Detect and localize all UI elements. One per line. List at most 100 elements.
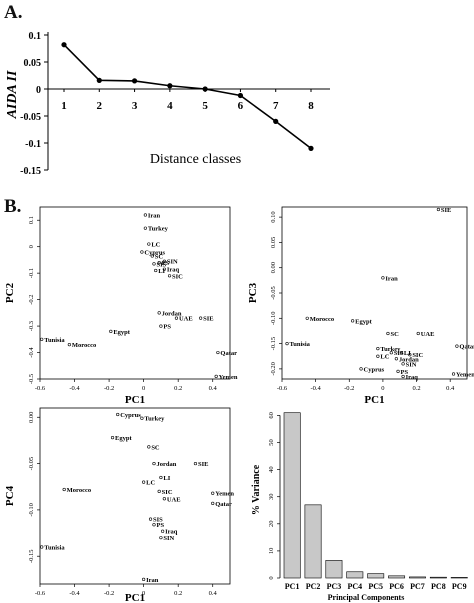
pc1pc2-point — [216, 350, 220, 355]
aida-point — [202, 86, 208, 92]
pc1pc3-point — [401, 362, 405, 366]
pc1pc2-point-label: Yemen — [219, 374, 238, 381]
pc1pc3-y-tick-label: -0.15 — [270, 337, 277, 351]
pc1pc2-point — [67, 343, 71, 347]
variance-x-tick-label: PC7 — [410, 582, 425, 591]
pc1pc3-point — [408, 353, 412, 357]
pc1pc3-x-tick-label: 0 — [381, 385, 384, 392]
pc1pc2-point-label: Egypt — [113, 329, 130, 336]
pc1pc3-x-tick-label: -0.2 — [344, 385, 354, 392]
pc1pc4-point-label: SIS — [153, 517, 163, 524]
pc1pc2-x-tick-label: 0 — [142, 385, 145, 392]
pc1pc4-point — [211, 501, 215, 506]
pc1pc2-point-label: Iraq — [167, 267, 180, 274]
pc1pc4-y-tick-label: 0.00 — [28, 412, 35, 423]
variance-y-axis-label: % Variance — [251, 464, 262, 515]
variance-y-tick-label: 60 — [268, 412, 275, 419]
pc1pc4-point — [162, 497, 166, 501]
pc1pc2-point — [154, 268, 158, 273]
aida-y-axis-label: AIDA II — [5, 70, 20, 119]
pc1pc2-point — [140, 250, 144, 254]
aida-point — [61, 42, 67, 48]
pc1pc4-x-axis-label: PC1 — [125, 592, 145, 603]
pc1pc3-x-tick-label: 0.2 — [412, 385, 420, 392]
variance-x-tick-label: PC1 — [285, 582, 300, 591]
pc1pc3-point — [451, 372, 456, 376]
variance-y-tick-label: 20 — [268, 521, 275, 528]
pc1pc4-y-axis-label: PC4 — [4, 485, 16, 506]
aida-chart: 0.1 0.05 0 -0.05 -0.1 -0.15 1 2 3 4 5 6 7 8 Distance c… — [5, 31, 330, 177]
pc1pc2-point-label: SC — [155, 253, 164, 260]
pc1pc3-y-tick-label: 0.00 — [270, 262, 277, 273]
aida-y-tick-label: -0.1 — [25, 139, 41, 150]
pc1pc3-point-label: Morocco — [310, 316, 334, 323]
pc1pc3-point — [359, 367, 363, 371]
pc1pc3-point — [376, 347, 380, 351]
variance-x-tick-label: PC2 — [306, 582, 321, 591]
variance-bar — [346, 571, 364, 579]
pc1pc3-point — [416, 331, 420, 336]
pc1pc4-point — [159, 536, 163, 540]
pc1pc3-point — [285, 341, 289, 346]
pc1pc3-point-label: Jordan — [399, 356, 419, 363]
pc1pc4-point — [142, 577, 146, 581]
pc1pc3-point-label: Qatar — [459, 344, 474, 351]
pc1pc4-point-label: UAE — [167, 496, 181, 503]
aida-y-tick-label: 0 — [36, 85, 41, 96]
variance-x-axis-label: Principal Components — [328, 593, 405, 602]
pc1pc2-point — [152, 262, 156, 266]
pc1pc4-point — [116, 412, 120, 417]
pc1pc4-point-label: Egypt — [115, 435, 132, 442]
variance-bar — [388, 575, 406, 579]
aida-point — [237, 92, 244, 99]
pc1pc2-x-axis-label: PC1 — [125, 394, 145, 406]
pc1pc3-point — [376, 354, 380, 358]
pc1pc3-point — [436, 207, 441, 212]
pc1pc2-x-tick-label: 0.4 — [209, 385, 218, 392]
pc1pc2-point — [167, 274, 172, 278]
pc1pc4-x-tick-label: -0.2 — [104, 590, 114, 597]
aida-y-tick-label: 0.1 — [29, 31, 42, 42]
aida-point — [131, 78, 138, 84]
pc1pc4-point-label: Yemen — [215, 491, 234, 498]
variance-bar — [367, 573, 385, 579]
pc1pc2-y-tick-label: -0.4 — [28, 347, 35, 358]
variance-bar — [304, 504, 322, 579]
pc1pc2-x-tick-label: -0.4 — [69, 385, 80, 392]
pc1pc3-point — [394, 357, 398, 361]
pc1pc4-point-label: SC — [151, 444, 160, 451]
pc1pc4-point — [140, 416, 144, 420]
variance-x-tick-label: PC6 — [389, 582, 404, 591]
pc1pc2-x-tick-label: 0.2 — [174, 385, 182, 392]
pc1pc3-y-tick-label: -0.10 — [270, 312, 277, 326]
pc1pc4-point-label: SIN — [163, 535, 174, 542]
pc1pc2-point-label: Jordan — [162, 310, 182, 317]
pc1pc3-point-label: Iran — [385, 275, 398, 282]
pc1pc2-point — [109, 329, 113, 333]
pc1pc4-point — [142, 480, 146, 484]
pc1pc2-point-label: LC — [151, 242, 160, 249]
pc1pc2-x-tick-label: -0.6 — [35, 385, 46, 392]
pc1pc3-point-label: Tunisia — [290, 341, 311, 348]
pc1pc2-point-label: Tunisia — [44, 337, 65, 344]
pc1pc4-point — [161, 529, 165, 533]
pc1pc4-point-label: SIE — [198, 461, 208, 468]
pc1pc4-point-label: Cyprus — [120, 412, 141, 419]
pc1pc4-x-tick-label: 0.4 — [209, 590, 218, 597]
pc1pc3-point — [351, 319, 355, 323]
pc1pc3-scatter: -0.6 -0.4 -0.2 0 0.2 0.40.100.050.00-0.05-0.1… — [247, 206, 474, 406]
pc1pc4-point — [147, 445, 151, 449]
pc1pc4-point-label: LI — [163, 475, 170, 482]
pc1pc4-point-label: Jordan — [157, 461, 177, 468]
pc1pc3-x-axis-label: PC1 — [364, 394, 384, 406]
pc1pc2-point-label: SIC — [172, 273, 183, 280]
pc1pc4-point — [159, 475, 163, 480]
pc1pc4-point — [193, 461, 198, 466]
pc1pc3-point-label: LI — [404, 350, 411, 357]
variance-x-tick-label: PC3 — [327, 582, 342, 591]
pc1pc4-x-tick-label: -0.6 — [35, 590, 46, 597]
pc1pc4-point-label: Morocco — [67, 487, 91, 494]
pc1pc2-point-label: PS — [162, 260, 170, 267]
pc1pc4-point-label: PS — [157, 522, 165, 529]
